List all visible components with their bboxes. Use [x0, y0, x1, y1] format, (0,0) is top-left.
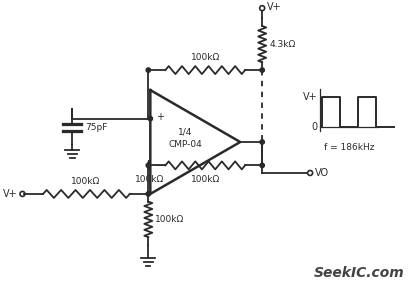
Text: 1/4: 1/4 — [178, 128, 193, 137]
Text: V+: V+ — [302, 92, 317, 102]
Text: 100kΩ: 100kΩ — [155, 215, 185, 224]
Text: CMP-04: CMP-04 — [168, 139, 202, 148]
Circle shape — [148, 116, 153, 121]
Text: 100kΩ: 100kΩ — [191, 175, 220, 184]
Circle shape — [146, 68, 151, 72]
Polygon shape — [150, 90, 240, 194]
Text: 75pF: 75pF — [85, 122, 108, 132]
Circle shape — [146, 192, 151, 196]
Text: f = 186kHz: f = 186kHz — [324, 143, 374, 152]
Text: 4.3kΩ: 4.3kΩ — [269, 40, 295, 49]
Text: 0: 0 — [311, 122, 317, 132]
Text: −: − — [156, 161, 164, 171]
Circle shape — [146, 163, 151, 168]
Text: SeekIC.com: SeekIC.com — [314, 266, 405, 280]
Text: V+: V+ — [3, 189, 17, 199]
Text: 100kΩ: 100kΩ — [71, 177, 100, 186]
Circle shape — [260, 68, 265, 72]
Text: +: + — [156, 112, 164, 122]
Circle shape — [260, 140, 265, 144]
Text: V+: V+ — [267, 2, 282, 12]
Text: 100kΩ: 100kΩ — [135, 175, 164, 184]
Text: 100kΩ: 100kΩ — [191, 53, 220, 62]
Circle shape — [260, 163, 265, 168]
Text: VO: VO — [315, 168, 329, 178]
